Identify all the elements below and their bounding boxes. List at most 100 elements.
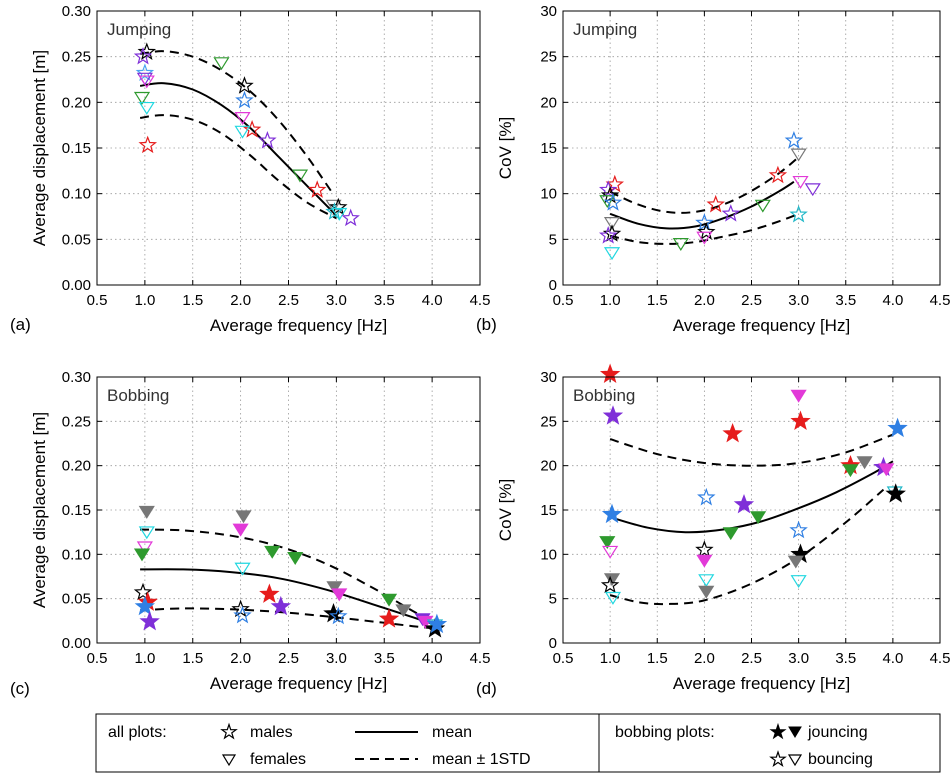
panel-title: Jumping — [107, 20, 171, 39]
y-tick-label: 0 — [549, 277, 557, 294]
y-tick-label: 25 — [540, 49, 557, 66]
data-point-star — [133, 582, 153, 601]
x-tick-label: 2.0 — [230, 650, 251, 667]
data-point-triangle — [138, 75, 155, 89]
data-point-triangle — [842, 464, 859, 478]
data-point-triangle — [232, 523, 249, 537]
y-axis-label: CoV [%] — [496, 479, 515, 541]
data-point-triangle — [856, 456, 873, 470]
x-axis-label: Average frequency [Hz] — [210, 674, 387, 693]
x-tick-label: 1.5 — [182, 292, 203, 309]
data-point-triangle — [235, 510, 252, 524]
data-point-star — [426, 613, 448, 634]
x-tick-label: 2.5 — [741, 650, 762, 667]
data-point-star — [722, 422, 743, 443]
data-point-triangle — [698, 585, 715, 599]
x-tick-label: 2.5 — [741, 292, 762, 309]
data-point-triangle — [264, 545, 281, 559]
legend-males: males — [250, 724, 293, 741]
data-point-star — [789, 204, 808, 223]
legend-all-plots-label: all plots: — [108, 724, 167, 741]
legend-box: all plots: males females mean mean ± 1ST… — [95, 713, 941, 773]
x-axis-label: Average frequency [Hz] — [673, 316, 850, 335]
y-tick-label: 0.25 — [62, 49, 91, 66]
data-point-star — [137, 42, 157, 60]
data-point-triangle — [291, 169, 309, 183]
x-tick-label: 4.0 — [422, 292, 443, 309]
data-point-star — [341, 208, 360, 227]
y-tick-label: 0.20 — [62, 458, 91, 475]
x-tick-label: 3.0 — [788, 292, 809, 309]
y-tick-label: 0.30 — [62, 369, 91, 386]
mean-line — [139, 82, 338, 217]
data-point-star — [885, 483, 906, 503]
x-tick-label: 4.0 — [882, 292, 903, 309]
legend-female-triangle-icon — [221, 754, 237, 767]
x-tick-label: 4.5 — [930, 650, 950, 667]
data-point-star — [138, 135, 158, 154]
data-point-triangle — [234, 562, 251, 576]
x-tick-label: 2.5 — [278, 292, 299, 309]
panel-label: (d) — [476, 679, 497, 698]
y-tick-label: 20 — [540, 94, 557, 111]
data-point-star — [697, 222, 716, 240]
y-axis-label: CoV [%] — [496, 117, 515, 179]
y-tick-label: 30 — [540, 3, 557, 20]
data-point-triangle — [331, 588, 348, 602]
data-point-star — [233, 605, 252, 624]
x-tick-label: 4.5 — [470, 292, 491, 309]
y-tick-label: 0.10 — [62, 546, 91, 563]
y-tick-label: 30 — [540, 369, 557, 386]
upper-std-line — [609, 433, 894, 467]
x-tick-label: 1.0 — [134, 650, 155, 667]
x-tick-label: 3.0 — [326, 650, 347, 667]
data-point-star — [599, 363, 621, 383]
data-point-triangle — [603, 247, 621, 261]
data-point-triangle — [599, 195, 616, 209]
data-point-triangle — [787, 555, 804, 569]
lower-std-line — [609, 212, 799, 245]
y-tick-label: 0.30 — [62, 3, 91, 20]
y-axis-label: Average displacement [m] — [30, 412, 49, 608]
mean-line — [609, 460, 894, 534]
y-tick-label: 0.10 — [62, 186, 91, 203]
chart-panel-3: 0.5 1.0 1.5 2.0 2.5 3.0 3.5 4.0 4.5 0.00 0.05 0.10 0… — [10, 369, 490, 698]
panel-label: (b) — [476, 315, 497, 334]
data-point-star — [695, 213, 714, 231]
data-point-triangle — [213, 57, 230, 71]
data-point-star — [600, 185, 620, 204]
data-point-triangle — [395, 604, 412, 618]
x-tick-label: 1.5 — [647, 650, 668, 667]
x-axis-label: Average frequency [Hz] — [210, 316, 387, 335]
legend-bouncing: bouncing — [808, 751, 873, 768]
data-point-star — [325, 202, 344, 220]
data-point-triangle — [696, 554, 713, 568]
legend-jouncing: jouncing — [807, 724, 868, 741]
x-tick-label: 4.5 — [930, 292, 950, 309]
chart-panel-4: 0.5 1.0 1.5 2.0 2.5 3.0 3.5 4.0 4.5 0 5 10 15 20 25 30 B… — [476, 363, 950, 698]
data-point-triangle — [136, 541, 153, 555]
x-tick-label: 1.5 — [182, 650, 203, 667]
data-point-triangle — [234, 125, 251, 139]
y-tick-label: 0.00 — [62, 635, 91, 652]
data-point-star — [789, 520, 808, 539]
y-axis-label: Average displacement [m] — [30, 50, 49, 246]
data-point-triangle — [754, 199, 771, 213]
y-tick-label: 0 — [549, 635, 557, 652]
plot-frame — [96, 10, 481, 286]
data-point-star — [603, 193, 623, 211]
data-point-star — [133, 46, 153, 65]
panel-label: (c) — [10, 679, 30, 698]
data-point-triangle — [790, 575, 807, 589]
plot-frame — [562, 10, 941, 286]
plot-frame — [96, 376, 481, 644]
panel-title: Jumping — [573, 20, 637, 39]
data-point-triangle — [696, 231, 713, 245]
x-tick-label: 4.0 — [422, 650, 443, 667]
data-point-star — [235, 76, 254, 94]
y-tick-label: 10 — [540, 186, 557, 203]
data-point-triangle — [790, 148, 807, 162]
data-point-star — [270, 595, 292, 616]
data-point-star — [887, 417, 908, 438]
